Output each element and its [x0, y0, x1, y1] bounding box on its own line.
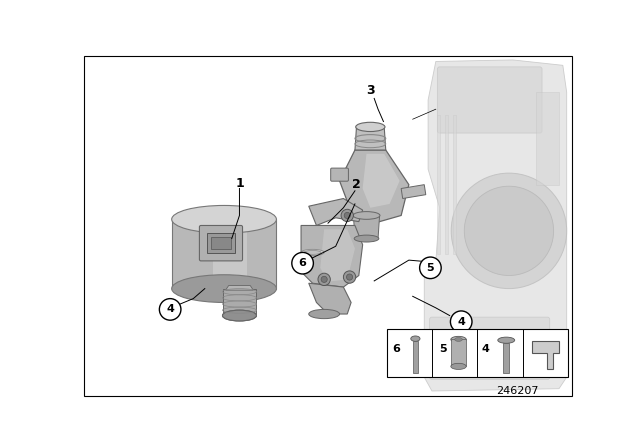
Polygon shape — [301, 225, 363, 287]
Ellipse shape — [356, 122, 385, 132]
FancyBboxPatch shape — [437, 67, 542, 133]
Polygon shape — [212, 220, 247, 289]
Bar — [536, 92, 559, 185]
Polygon shape — [172, 220, 276, 289]
Ellipse shape — [223, 310, 257, 321]
FancyBboxPatch shape — [331, 168, 348, 181]
Circle shape — [344, 212, 350, 219]
Circle shape — [318, 273, 330, 285]
Polygon shape — [353, 215, 380, 238]
Text: 1: 1 — [235, 177, 244, 190]
Bar — [503, 343, 509, 373]
FancyBboxPatch shape — [200, 225, 243, 261]
Bar — [211, 237, 231, 250]
Ellipse shape — [498, 337, 515, 343]
Text: 6: 6 — [299, 258, 307, 268]
Text: 4: 4 — [166, 304, 174, 314]
Ellipse shape — [451, 363, 466, 370]
Ellipse shape — [308, 310, 340, 319]
Text: 3: 3 — [366, 84, 374, 97]
Circle shape — [420, 257, 441, 279]
Bar — [452, 116, 456, 254]
Polygon shape — [355, 127, 386, 150]
Polygon shape — [308, 198, 363, 225]
Text: 6: 6 — [393, 345, 401, 354]
Text: 2: 2 — [352, 178, 361, 191]
Ellipse shape — [304, 250, 321, 254]
Ellipse shape — [354, 235, 379, 242]
Ellipse shape — [353, 211, 380, 220]
Bar — [413, 341, 418, 373]
Ellipse shape — [172, 206, 276, 233]
Circle shape — [464, 186, 554, 276]
Polygon shape — [532, 341, 559, 370]
Circle shape — [292, 252, 314, 274]
Ellipse shape — [172, 275, 276, 302]
Text: 5: 5 — [439, 345, 446, 354]
Circle shape — [346, 274, 353, 280]
Circle shape — [159, 299, 181, 320]
Bar — [437, 116, 440, 254]
Polygon shape — [172, 220, 175, 289]
Circle shape — [341, 209, 353, 222]
Ellipse shape — [301, 250, 324, 255]
Ellipse shape — [454, 337, 462, 341]
Text: 246207: 246207 — [496, 386, 539, 396]
Polygon shape — [401, 185, 426, 198]
Text: 4: 4 — [482, 345, 490, 354]
Circle shape — [321, 276, 327, 282]
Polygon shape — [225, 285, 253, 290]
Circle shape — [344, 271, 356, 283]
Text: 5: 5 — [427, 263, 434, 273]
Polygon shape — [424, 60, 566, 391]
Circle shape — [451, 173, 566, 289]
Polygon shape — [308, 283, 351, 314]
Polygon shape — [223, 289, 257, 315]
Bar — [387, 329, 568, 377]
Polygon shape — [363, 154, 399, 208]
Circle shape — [451, 311, 472, 332]
Ellipse shape — [223, 310, 257, 321]
Ellipse shape — [451, 336, 466, 343]
Bar — [445, 116, 448, 254]
Ellipse shape — [411, 336, 420, 341]
Polygon shape — [320, 229, 355, 282]
Text: 4: 4 — [457, 317, 465, 327]
Bar — [451, 340, 466, 366]
Polygon shape — [340, 150, 409, 223]
FancyBboxPatch shape — [429, 317, 550, 379]
Bar — [207, 233, 235, 253]
